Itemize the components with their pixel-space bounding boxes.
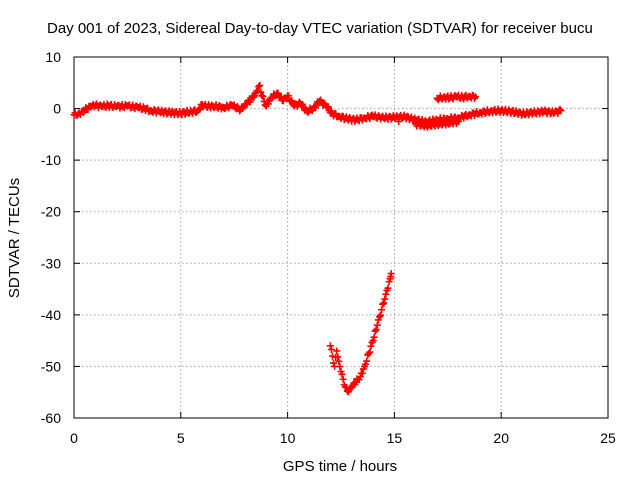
data-point xyxy=(257,88,265,96)
data-point xyxy=(373,321,381,329)
y-tick-label: -10 xyxy=(41,152,61,168)
y-tick-label: -60 xyxy=(41,410,61,426)
data-point xyxy=(434,96,442,104)
data-point xyxy=(330,359,338,367)
x-tick-label: 15 xyxy=(387,430,403,446)
data-point xyxy=(365,350,373,358)
data-point xyxy=(374,316,382,324)
data-point xyxy=(264,100,272,108)
data-point xyxy=(339,375,347,383)
data-point xyxy=(327,345,335,353)
data-point xyxy=(367,342,375,350)
x-tick-label: 10 xyxy=(280,430,296,446)
y-tick-label: 0 xyxy=(53,101,61,117)
data-point xyxy=(333,347,341,355)
data-point xyxy=(334,353,342,361)
y-tick-label: -30 xyxy=(41,255,61,271)
data-point xyxy=(363,357,371,365)
y-tick-label: 10 xyxy=(45,49,61,65)
data-point xyxy=(326,342,334,350)
data-point xyxy=(249,93,257,101)
x-tick-label: 5 xyxy=(177,430,185,446)
data-point xyxy=(362,360,370,368)
data-point xyxy=(371,327,379,335)
data-point xyxy=(379,300,387,308)
data-point xyxy=(375,313,383,321)
x-axis-label: GPS time / hours xyxy=(283,458,397,475)
data-point xyxy=(454,117,462,125)
data-point xyxy=(254,87,262,95)
x-tick-labels: 0 5 10 15 20 25 xyxy=(70,430,616,446)
data-point xyxy=(370,333,378,341)
axis-ticks xyxy=(73,56,609,419)
y-tick-label: -40 xyxy=(41,307,61,323)
data-point xyxy=(366,348,374,356)
data-point xyxy=(472,93,480,101)
data-point xyxy=(395,117,403,125)
data-point xyxy=(556,105,564,113)
data-point xyxy=(377,311,385,319)
data-point xyxy=(557,107,565,115)
y-axis-label: SDTVAR / TECUs xyxy=(6,178,23,298)
x-tick-label: 0 xyxy=(70,430,78,446)
data-point xyxy=(380,299,388,307)
data-point xyxy=(255,82,263,90)
data-point xyxy=(285,92,293,100)
data-point xyxy=(369,337,377,345)
data-point xyxy=(387,270,395,278)
data-point xyxy=(338,370,346,378)
x-tick-label: 25 xyxy=(600,430,616,446)
data-point xyxy=(215,101,223,109)
plot-area-frame xyxy=(73,56,609,419)
data-point xyxy=(328,352,336,360)
data-point xyxy=(384,284,392,292)
data-point xyxy=(311,104,319,112)
data-point xyxy=(256,81,264,89)
data-point xyxy=(372,326,380,334)
data-point xyxy=(358,369,366,377)
data-point xyxy=(274,89,282,97)
data-point xyxy=(382,290,390,298)
chart-title: Day 001 of 2023, Sidereal Day-to-day VTE… xyxy=(47,20,593,37)
data-point xyxy=(381,295,389,303)
y-tick-label: -50 xyxy=(41,358,61,374)
y-tick-labels: 10 0 -10 -20 -30 -40 -50 -60 xyxy=(41,49,61,426)
data-point xyxy=(259,92,267,100)
x-tick-label: 20 xyxy=(493,430,509,446)
data-point xyxy=(268,95,276,103)
data-point xyxy=(324,103,332,111)
data-point xyxy=(378,306,386,314)
data-point xyxy=(335,357,343,365)
y-tick-label: -20 xyxy=(41,204,61,220)
data-point xyxy=(336,363,344,371)
data-point xyxy=(288,97,296,105)
data-series-sdtvar xyxy=(70,81,565,396)
